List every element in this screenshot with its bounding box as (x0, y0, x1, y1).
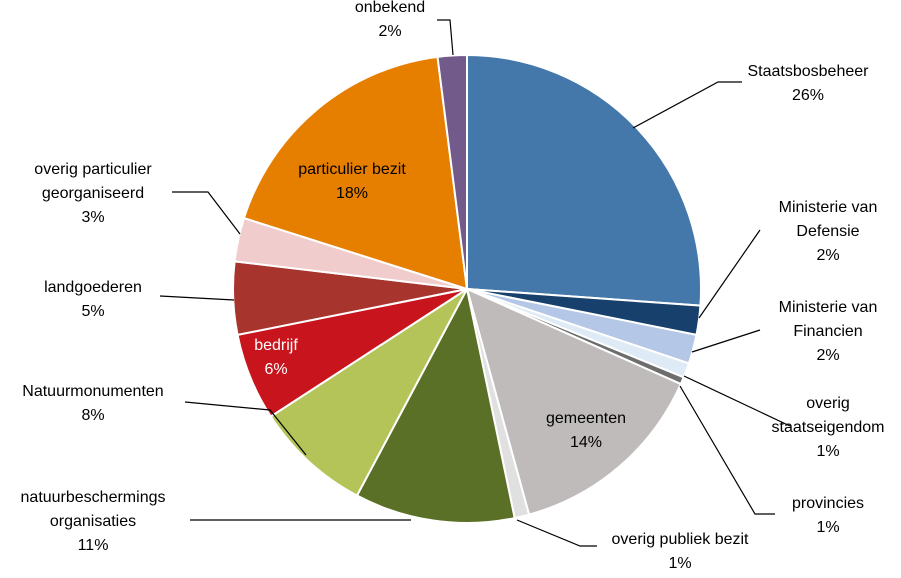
slice-label-ministerie-van-defensie-0: Ministerie van (779, 199, 878, 216)
slice-label-staatsbosbeheer-0: Staatsbosbeheer (748, 63, 870, 80)
slice-label-onbekend-0: onbekend (355, 0, 425, 16)
slice-label-overig-staatseigendom-0: overig (806, 395, 850, 412)
leader-overig-staatseigendom (683, 375, 791, 427)
slice-label-ministerie-van-financien-1: Financien (793, 323, 862, 340)
slice-staatsbosbeheer (466, 53, 702, 307)
slice-natuurbeschermings-organisaties (355, 286, 516, 524)
slice-label-overig-particulier-georganiseerd-0: overig particulier (34, 161, 152, 178)
leader-landgoederen (159, 295, 235, 301)
leader-ministerie-van-defensie (698, 229, 761, 319)
slice-label-natuurmonumenten-0: Natuurmonumenten (22, 383, 163, 400)
pct-label-overig-staatseigendom: 1% (816, 443, 839, 460)
slice-particulier-bezit (242, 55, 469, 291)
pct-label-provincies: 1% (816, 519, 839, 536)
slice-label-ministerie-van-financien-0: Ministerie van (779, 299, 878, 316)
leader-lines (159, 19, 791, 547)
pct-label-gemeenten: 14% (570, 434, 602, 451)
pct-label-ministerie-van-financien: 2% (816, 347, 839, 364)
pct-label-ministerie-van-defensie: 2% (816, 247, 839, 264)
slice-label-ministerie-van-defensie-1: Defensie (796, 223, 859, 240)
slice-label-provincies-0: provincies (792, 495, 864, 512)
pct-label-staatsbosbeheer: 26% (792, 87, 824, 104)
leader-overig-particulier-georganiseerd (172, 191, 241, 235)
leader-onbekend (437, 19, 454, 56)
pct-label-overig-particulier-georganiseerd: 3% (81, 209, 104, 226)
slice-label-natuurbeschermings-organisaties-1: organisaties (50, 513, 136, 530)
slice-gemeenten (465, 287, 683, 516)
slice-label-bedrijf-0: bedrijf (254, 337, 298, 354)
pct-label-natuurmonumenten: 8% (81, 407, 104, 424)
slice-label-overig-staatseigendom-1: staatseigendom (772, 419, 885, 436)
pct-label-overig-publiek-bezit: 1% (668, 555, 691, 572)
slice-label-overig-publiek-bezit-0: overig publiek bezit (612, 531, 750, 548)
pie-slices (232, 53, 702, 524)
leader-overig-publiek-bezit (516, 519, 597, 547)
leader-ministerie-van-financien (691, 329, 761, 353)
slice-label-particulier-bezit-0: particulier bezit (298, 161, 406, 178)
slice-onbekend (436, 53, 468, 290)
slice-label-landgoederen-0: landgoederen (44, 279, 142, 296)
pct-label-natuurbeschermings-organisaties: 11% (78, 537, 109, 554)
slice-natuurmonumenten (269, 288, 468, 497)
leader-staatsbosbeheer (632, 81, 742, 129)
leader-provincies (679, 385, 775, 515)
slice-labels: Staatsbosbeheer 26% Ministerie van Defensie… (21, 0, 885, 572)
slice-label-natuurbeschermings-organisaties-0: natuurbeschermings (21, 489, 166, 506)
leader-natuurmonumenten (184, 401, 307, 456)
slice-label-gemeenten-0: gemeenten (546, 410, 626, 427)
pct-label-landgoederen: 5% (81, 303, 104, 320)
pct-label-bedrijf: 6% (264, 361, 287, 378)
slice-label-overig-particulier-georganiseerd-1: georganiseerd (42, 185, 144, 202)
pct-label-onbekend: 2% (378, 23, 401, 40)
pct-label-particulier-bezit: 18% (336, 185, 368, 202)
